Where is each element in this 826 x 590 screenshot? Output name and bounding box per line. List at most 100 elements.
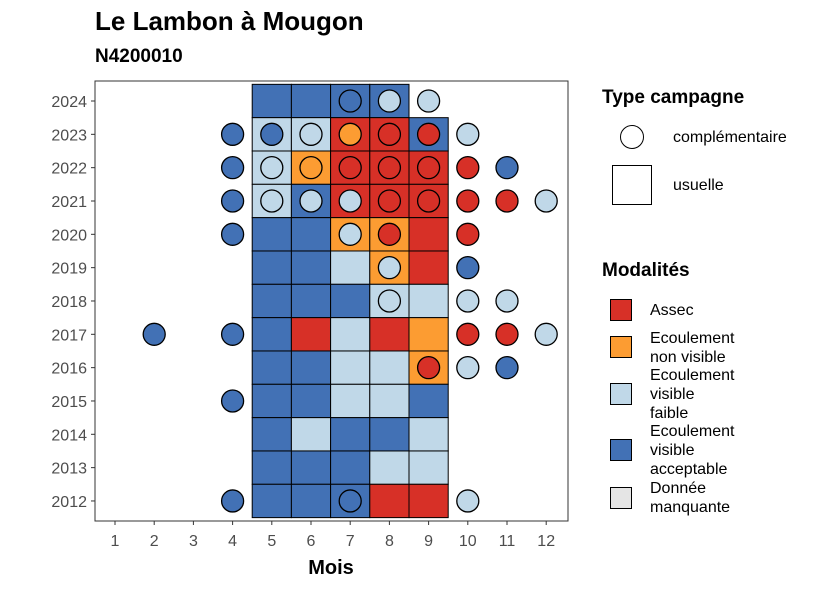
x-tick-label-5: 5 [267, 533, 276, 550]
tile-usuelle-2012-8 [369, 483, 410, 519]
x-tick-label-2: 2 [150, 533, 159, 550]
y-tick-label-2014: 2014 [51, 427, 87, 444]
point-complementaire-2012-4 [220, 489, 245, 513]
point-complementaire-2021-8 [377, 189, 402, 213]
x-axis-title: Mois [308, 557, 354, 579]
point-complementaire-2020-8 [377, 222, 402, 246]
point-complementaire-2019-10 [456, 255, 480, 280]
tile-usuelle-2012-9 [408, 483, 449, 519]
tile-usuelle-2013-5 [251, 450, 292, 485]
tile-usuelle-2017-6 [290, 317, 332, 352]
point-complementaire-2021-6 [299, 189, 323, 213]
legend-key-usuelle [612, 165, 652, 205]
tile-usuelle-2016-7 [330, 350, 371, 385]
point-complementaire-2023-7 [338, 122, 362, 146]
x-tick-label-4: 4 [228, 533, 237, 550]
y-tick-label-2023: 2023 [51, 127, 87, 144]
legend-label-acceptable: Ecoulement visible acceptable [650, 423, 735, 478]
point-complementaire-2022-5 [260, 156, 284, 180]
point-complementaire-2016-11 [495, 355, 519, 380]
legend-key-assec [610, 299, 632, 321]
y-tick-label-2021: 2021 [51, 194, 87, 211]
point-complementaire-2019-8 [377, 255, 402, 280]
y-tick-label-2015: 2015 [51, 394, 87, 411]
legend-label-manquante: Donnée manquante [650, 480, 731, 516]
tile-usuelle-2018-6 [290, 283, 332, 319]
point-complementaire-2021-12 [534, 189, 558, 213]
legend-key-complementaire [620, 125, 644, 149]
tile-usuelle-2015-6 [290, 383, 332, 419]
point-complementaire-2022-10 [456, 156, 480, 180]
tile-usuelle-2017-9 [408, 317, 449, 352]
point-complementaire-2015-4 [220, 389, 245, 413]
x-tick-label-12: 12 [537, 533, 555, 550]
point-complementaire-2022-4 [220, 156, 245, 180]
tile-usuelle-2014-6 [290, 417, 332, 452]
point-complementaire-2023-10 [456, 122, 480, 146]
usuelle-tiles [251, 83, 449, 519]
tile-usuelle-2024-5 [251, 83, 292, 119]
tile-usuelle-2014-8 [369, 417, 410, 452]
x-tick-label-11: 11 [499, 533, 516, 550]
tile-usuelle-2024-6 [290, 83, 332, 119]
tile-usuelle-2012-6 [290, 483, 332, 519]
tile-usuelle-2014-9 [408, 417, 449, 452]
tile-usuelle-2015-8 [369, 383, 410, 419]
legend-label-faible: Ecoulement visible faible [650, 367, 735, 422]
point-complementaire-2022-11 [495, 156, 519, 180]
legend-key-non-visible [610, 336, 632, 358]
y-tick-label-2019: 2019 [51, 261, 87, 278]
point-complementaire-2018-11 [495, 289, 519, 313]
point-complementaire-2018-8 [377, 289, 402, 313]
point-complementaire-2018-10 [456, 289, 480, 313]
y-tick-label-2024: 2024 [51, 94, 87, 111]
tile-usuelle-2013-7 [330, 450, 371, 485]
point-complementaire-2021-5 [260, 189, 284, 213]
point-complementaire-2017-12 [534, 322, 558, 346]
y-tick-label-2018: 2018 [51, 294, 87, 311]
tile-usuelle-2013-8 [369, 450, 410, 485]
y-tick-label-2017: 2017 [51, 327, 87, 344]
point-complementaire-2023-4 [220, 122, 245, 146]
point-complementaire-2023-9 [416, 122, 441, 146]
x-axis: 1 2 3 4 5 6 7 8 9 10 11 12 [111, 521, 555, 550]
x-tick-label-10: 10 [459, 533, 477, 550]
point-complementaire-2024-8 [377, 89, 402, 113]
point-complementaire-2021-4 [220, 189, 245, 213]
tile-usuelle-2019-9 [408, 250, 449, 285]
x-tick-label-7: 7 [346, 533, 355, 550]
tile-usuelle-2018-9 [408, 283, 449, 319]
tile-usuelle-2017-8 [369, 317, 410, 352]
tile-usuelle-2015-7 [330, 383, 371, 419]
tile-usuelle-2019-5 [251, 250, 292, 285]
point-complementaire-2017-10 [456, 322, 480, 346]
y-tick-label-2020: 2020 [51, 227, 87, 244]
tile-usuelle-2015-9 [408, 383, 449, 419]
complementaire-points [142, 89, 558, 513]
point-complementaire-2021-10 [456, 189, 480, 213]
y-tick-label-2016: 2016 [51, 361, 87, 378]
y-tick-label-2012: 2012 [51, 494, 87, 511]
point-complementaire-2022-6 [299, 156, 323, 180]
legend-modalites-title: Modalités [602, 260, 690, 281]
point-complementaire-2017-2 [142, 322, 166, 346]
tile-usuelle-2020-5 [251, 217, 292, 252]
tile-usuelle-2018-5 [251, 283, 292, 319]
tile-usuelle-2013-9 [408, 450, 449, 485]
tile-usuelle-2017-5 [251, 317, 292, 352]
point-complementaire-2024-9 [416, 89, 441, 113]
point-complementaire-2012-7 [338, 489, 362, 513]
point-complementaire-2023-8 [377, 122, 402, 146]
point-complementaire-2023-5 [260, 122, 284, 146]
point-complementaire-2021-7 [338, 189, 362, 213]
point-complementaire-2024-7 [338, 89, 362, 113]
tile-usuelle-2020-9 [408, 217, 449, 252]
legend-key-manquante [610, 487, 632, 509]
point-complementaire-2022-8 [377, 156, 402, 180]
point-complementaire-2017-11 [495, 322, 519, 346]
legend-key-faible [610, 383, 632, 405]
x-tick-label-8: 8 [385, 533, 394, 550]
legend-key-acceptable [610, 439, 632, 461]
legend-type-title: Type campagne [602, 87, 745, 108]
